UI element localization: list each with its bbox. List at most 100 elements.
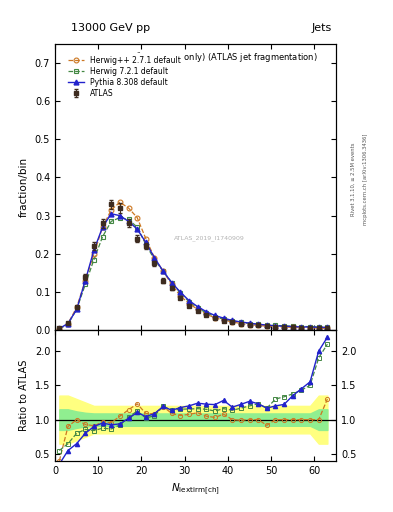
Pythia 8.308 default	[299, 324, 304, 330]
Herwig++ 2.7.1 default	[135, 215, 140, 221]
Legend: Herwig++ 2.7.1 default, Herwig 7.2.1 default, Pythia 8.308 default, ATLAS: Herwig++ 2.7.1 default, Herwig 7.2.1 def…	[64, 53, 184, 101]
Herwig++ 2.7.1 default	[74, 304, 79, 310]
Herwig++ 2.7.1 default	[66, 321, 70, 327]
Herwig 7.2.1 default	[187, 298, 191, 305]
Pythia 8.308 default	[204, 309, 209, 315]
Herwig++ 2.7.1 default	[308, 325, 312, 331]
Pythia 8.308 default	[264, 322, 269, 328]
Pythia 8.308 default	[325, 324, 330, 330]
Herwig++ 2.7.1 default	[118, 199, 122, 205]
Pythia 8.308 default	[221, 315, 226, 321]
Y-axis label: fraction/bin: fraction/bin	[19, 157, 29, 217]
Line: Pythia 8.308 default: Pythia 8.308 default	[57, 211, 330, 331]
Pythia 8.308 default	[135, 226, 140, 232]
Herwig 7.2.1 default	[230, 318, 235, 324]
Herwig 7.2.1 default	[57, 326, 62, 332]
Herwig 7.2.1 default	[316, 324, 321, 330]
Herwig++ 2.7.1 default	[169, 282, 174, 288]
Herwig++ 2.7.1 default	[92, 251, 96, 257]
Herwig 7.2.1 default	[83, 282, 88, 288]
Herwig 7.2.1 default	[195, 305, 200, 311]
Pythia 8.308 default	[187, 297, 191, 304]
Pythia 8.308 default	[74, 306, 79, 312]
Herwig++ 2.7.1 default	[264, 323, 269, 329]
Herwig 7.2.1 default	[290, 323, 295, 329]
Pythia 8.308 default	[152, 254, 157, 261]
Herwig 7.2.1 default	[178, 290, 183, 296]
Pythia 8.308 default	[143, 239, 148, 245]
Pythia 8.308 default	[161, 268, 165, 274]
Text: 13000 GeV pp: 13000 GeV pp	[71, 23, 150, 33]
Text: Jets: Jets	[312, 23, 332, 33]
X-axis label: $N_{\rm lextirm[ch]}$: $N_{\rm lextirm[ch]}$	[171, 481, 220, 497]
Herwig 7.2.1 default	[66, 321, 70, 327]
Pythia 8.308 default	[92, 247, 96, 253]
Herwig 7.2.1 default	[221, 316, 226, 323]
Herwig++ 2.7.1 default	[273, 324, 278, 330]
Pythia 8.308 default	[118, 212, 122, 219]
Herwig 7.2.1 default	[74, 306, 79, 312]
Herwig 7.2.1 default	[109, 218, 114, 224]
Herwig 7.2.1 default	[256, 321, 261, 327]
Herwig 7.2.1 default	[282, 323, 286, 329]
Pythia 8.308 default	[273, 323, 278, 329]
Herwig 7.2.1 default	[118, 215, 122, 221]
Text: ATLAS_2019_I1740909: ATLAS_2019_I1740909	[174, 236, 245, 242]
Line: Herwig++ 2.7.1 default: Herwig++ 2.7.1 default	[57, 200, 330, 331]
Herwig++ 2.7.1 default	[152, 254, 157, 261]
Pythia 8.308 default	[195, 304, 200, 310]
Text: Multiplicity $\lambda\_0^0$ (charged only) (ATLAS jet fragmentation): Multiplicity $\lambda\_0^0$ (charged onl…	[73, 51, 318, 65]
Pythia 8.308 default	[282, 323, 286, 329]
Herwig++ 2.7.1 default	[195, 306, 200, 312]
Herwig++ 2.7.1 default	[57, 326, 62, 332]
Pythia 8.308 default	[247, 320, 252, 326]
Herwig 7.2.1 default	[247, 321, 252, 327]
Line: Herwig 7.2.1 default: Herwig 7.2.1 default	[57, 215, 330, 331]
Herwig++ 2.7.1 default	[316, 325, 321, 331]
Herwig 7.2.1 default	[100, 233, 105, 240]
Herwig 7.2.1 default	[264, 322, 269, 328]
Pythia 8.308 default	[109, 210, 114, 217]
Herwig++ 2.7.1 default	[100, 224, 105, 230]
Herwig 7.2.1 default	[126, 217, 131, 223]
Herwig++ 2.7.1 default	[299, 325, 304, 331]
Herwig 7.2.1 default	[169, 280, 174, 286]
Herwig 7.2.1 default	[204, 310, 209, 316]
Herwig 7.2.1 default	[325, 324, 330, 330]
Pythia 8.308 default	[178, 289, 183, 295]
Pythia 8.308 default	[169, 280, 174, 286]
Pythia 8.308 default	[66, 321, 70, 327]
Herwig 7.2.1 default	[92, 257, 96, 263]
Herwig 7.2.1 default	[135, 224, 140, 230]
Herwig++ 2.7.1 default	[230, 319, 235, 325]
Herwig++ 2.7.1 default	[126, 205, 131, 211]
Herwig++ 2.7.1 default	[83, 278, 88, 284]
Herwig 7.2.1 default	[161, 268, 165, 274]
Herwig 7.2.1 default	[239, 319, 243, 326]
Pythia 8.308 default	[239, 319, 243, 325]
Text: mcplots.cern.ch [arXiv:1306.3436]: mcplots.cern.ch [arXiv:1306.3436]	[363, 134, 368, 225]
Herwig 7.2.1 default	[308, 324, 312, 330]
Herwig++ 2.7.1 default	[161, 268, 165, 274]
Pythia 8.308 default	[213, 312, 217, 318]
Herwig++ 2.7.1 default	[256, 323, 261, 329]
Y-axis label: Ratio to ATLAS: Ratio to ATLAS	[19, 360, 29, 431]
Herwig++ 2.7.1 default	[221, 317, 226, 323]
Pythia 8.308 default	[57, 326, 62, 332]
Herwig++ 2.7.1 default	[143, 236, 148, 242]
Herwig++ 2.7.1 default	[247, 322, 252, 328]
Herwig++ 2.7.1 default	[325, 326, 330, 332]
Herwig++ 2.7.1 default	[213, 315, 217, 321]
Pythia 8.308 default	[230, 317, 235, 324]
Text: Rivet 3.1.10, ≥ 2.5M events: Rivet 3.1.10, ≥ 2.5M events	[351, 142, 356, 216]
Herwig 7.2.1 default	[299, 324, 304, 330]
Herwig 7.2.1 default	[143, 241, 148, 247]
Herwig++ 2.7.1 default	[239, 321, 243, 327]
Herwig++ 2.7.1 default	[178, 293, 183, 299]
Pythia 8.308 default	[316, 324, 321, 330]
Pythia 8.308 default	[290, 324, 295, 330]
Pythia 8.308 default	[126, 218, 131, 224]
Herwig++ 2.7.1 default	[204, 311, 209, 317]
Herwig 7.2.1 default	[273, 323, 278, 329]
Herwig 7.2.1 default	[152, 257, 157, 263]
